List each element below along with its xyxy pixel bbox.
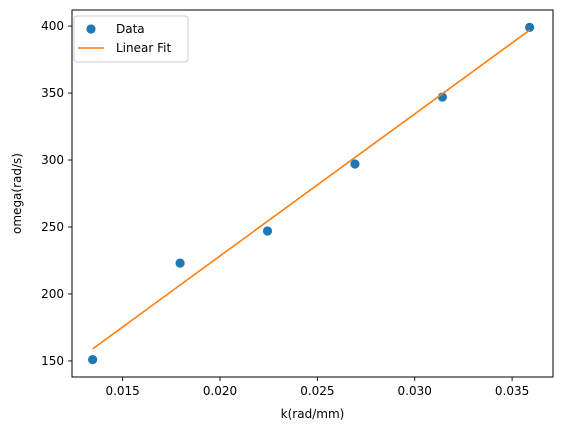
y-axis: 150 200 250 300 350 400	[41, 19, 72, 368]
x-tick-label: 0.025	[300, 384, 334, 398]
legend-label-data: Data	[116, 22, 145, 36]
legend: Data Linear Fit	[73, 15, 189, 63]
y-tick-label: 350	[41, 86, 64, 100]
y-tick-label: 150	[41, 354, 64, 368]
legend-marker-data	[86, 24, 96, 34]
x-tick-label: 0.035	[495, 384, 529, 398]
y-axis-label: omega(rad/s)	[10, 153, 24, 234]
y-tick-label: 250	[41, 220, 64, 234]
series-line-linear-fit	[92, 29, 531, 350]
data-point	[525, 22, 535, 33]
x-axis-label: k(rad/mm)	[281, 407, 345, 421]
y-tick-label: 200	[41, 287, 64, 301]
data-point	[175, 258, 185, 268]
legend-box	[73, 15, 189, 63]
x-tick-label: 0.020	[203, 384, 237, 398]
data-point	[88, 354, 98, 365]
y-tick-label: 400	[41, 19, 64, 33]
data-point	[262, 226, 273, 236]
plot-marks	[88, 22, 535, 365]
x-tick-label: 0.030	[398, 384, 432, 398]
legend-label-linear-fit: Linear Fit	[116, 41, 171, 55]
x-tick-label: 0.015	[105, 384, 139, 398]
data-point	[350, 159, 360, 169]
y-tick-label: 300	[41, 153, 64, 167]
plot-frame	[71, 9, 554, 378]
x-axis: 0.015 0.020 0.025 0.030 0.035	[105, 377, 529, 398]
